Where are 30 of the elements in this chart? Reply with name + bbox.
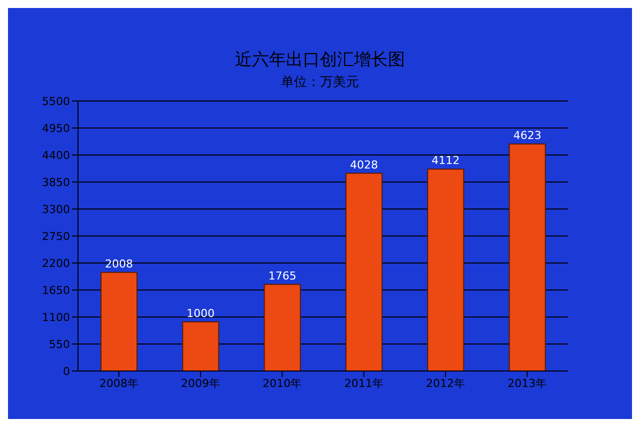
x-tick-label: 2008年 xyxy=(99,376,138,390)
bar xyxy=(508,144,546,371)
data-label: 4112 xyxy=(432,154,460,168)
x-tick-label: 2012年 xyxy=(426,376,465,390)
y-tick-label: 1100 xyxy=(42,310,70,324)
data-label: 4028 xyxy=(350,158,378,172)
y-tick-label: 550 xyxy=(49,338,70,351)
bar xyxy=(346,172,382,371)
bar xyxy=(100,272,138,371)
y-tick-label: 4400 xyxy=(42,148,70,162)
bar xyxy=(427,168,464,371)
y-tick-label: 2750 xyxy=(42,230,70,243)
chart-title: 近六年出口创汇增长图 xyxy=(234,49,406,71)
x-tick-label: 2011年 xyxy=(344,376,384,390)
x-tick-label: 2009年 xyxy=(181,376,220,390)
chart-subtitle: 单位：万美元 xyxy=(280,74,360,91)
y-tick-label: 3300 xyxy=(42,202,70,216)
bar xyxy=(264,284,301,371)
x-tick-label: 2013年 xyxy=(508,376,547,390)
y-tick-label: 3850 xyxy=(42,176,70,189)
data-label: 4623 xyxy=(513,129,542,142)
y-tick-label: 4950 xyxy=(42,122,70,135)
y-tick-label: 5500 xyxy=(42,94,70,108)
bar xyxy=(182,321,220,371)
y-tick-label: 1650 xyxy=(42,284,70,297)
data-label: 1765 xyxy=(268,269,296,282)
data-label: 1000 xyxy=(186,306,215,320)
y-tick-label: 2200 xyxy=(42,256,70,270)
x-tick-label: 2010年 xyxy=(262,376,302,390)
y-tick-label: 0 xyxy=(63,364,70,378)
